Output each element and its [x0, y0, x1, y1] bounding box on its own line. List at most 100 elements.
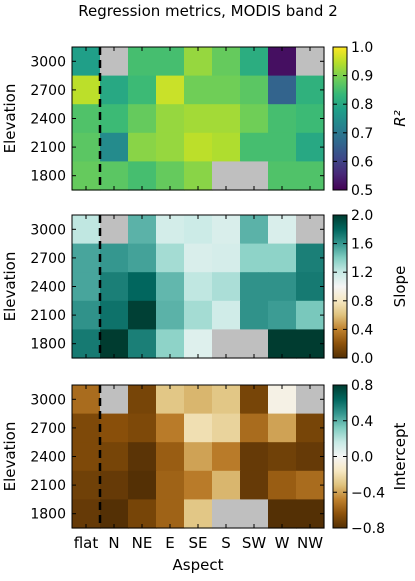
- colorbar-tick-label: 1.0: [351, 40, 373, 56]
- heatmap-cell-r2: [296, 132, 325, 162]
- colorbar-tick-label: 0.5: [351, 183, 373, 199]
- heatmap-cell-r2: [212, 132, 241, 162]
- heatmap-cell-intercept: [212, 413, 241, 443]
- heatmap-cell-intercept: [240, 470, 269, 500]
- heatmap-cell-intercept: [296, 385, 325, 415]
- heatmap-cell-r2: [268, 161, 297, 191]
- heatmap-cell-intercept: [156, 499, 185, 529]
- heatmap-cell-intercept: [268, 470, 297, 500]
- heatmap-cell-intercept: [184, 413, 213, 443]
- heatmap-panels: 3000 2700 2400 2100 1800 Elevation 0.5 0.6 0.7 0.…: [1, 40, 409, 552]
- heatmap-cell-r2: [296, 104, 325, 134]
- heatmap-cell-slope: [100, 329, 129, 359]
- heatmap-cell-slope: [72, 300, 101, 330]
- heatmap-cell-intercept: [156, 385, 185, 415]
- heatmap-cell-intercept: [240, 385, 269, 415]
- heatmap-cell-r2: [240, 75, 269, 105]
- heatmap-cell-slope: [240, 215, 269, 245]
- y-tick-label: 3000: [30, 54, 66, 70]
- heatmap-cell-r2: [268, 132, 297, 162]
- heatmap-cell-intercept: [296, 442, 325, 472]
- y-tick-label: 1800: [30, 169, 66, 185]
- colorbar-tick-label: 1.6: [351, 237, 373, 253]
- colorbar-tick-label: −0.4: [351, 485, 385, 501]
- heatmap-cell-slope: [128, 272, 157, 302]
- heatmap-cell-intercept: [240, 499, 269, 529]
- x-tick-label: NE: [132, 534, 153, 552]
- heatmap-cell-intercept: [128, 413, 157, 443]
- heatmap-cell-r2: [128, 104, 157, 134]
- y-tick-label: 2400: [30, 112, 66, 128]
- y-tick-label: 2700: [30, 251, 66, 267]
- heatmap-cell-intercept: [240, 413, 269, 443]
- heatmap-cell-r2: [156, 161, 185, 191]
- y-tick-label: 2100: [30, 140, 66, 156]
- y-tick-label: 2700: [30, 421, 66, 437]
- heatmap-cell-intercept: [128, 499, 157, 529]
- heatmap-cell-intercept: [296, 413, 325, 443]
- heatmap-cell-r2: [184, 161, 213, 191]
- heatmap-cell-slope: [212, 329, 241, 359]
- heatmap-cell-slope: [72, 243, 101, 273]
- heatmap-cell-slope: [268, 272, 297, 302]
- heatmap-cell-slope: [72, 272, 101, 302]
- heatmap-cell-r2: [128, 132, 157, 162]
- heatmap-cell-r2: [184, 132, 213, 162]
- heatmap-cell-slope: [72, 329, 101, 359]
- colorbar: [332, 214, 348, 359]
- heatmap-cell-slope: [212, 243, 241, 273]
- colorbar-tick-label: 0.8: [351, 378, 373, 394]
- heatmap-cell-slope: [128, 329, 157, 359]
- y-axis-label: Elevation: [1, 422, 19, 492]
- heatmap-cell-intercept: [128, 470, 157, 500]
- y-axis-label: Elevation: [1, 84, 19, 154]
- heatmap-cell-intercept: [296, 470, 325, 500]
- heatmap-cell-r2: [212, 104, 241, 134]
- heatmap-cell-intercept: [72, 499, 101, 529]
- heatmap-cell-slope: [184, 329, 213, 359]
- heatmap-cell-r2: [212, 161, 241, 191]
- heatmap-cell-intercept: [100, 385, 129, 415]
- figure-title: Regression metrics, MODIS band 2: [78, 2, 338, 20]
- heatmap-cell-slope: [240, 243, 269, 273]
- heatmap-cell-intercept: [184, 470, 213, 500]
- heatmap-cell-intercept: [212, 385, 241, 415]
- heatmap-cell-r2: [268, 47, 297, 77]
- colorbar-tick-label: 0.7: [351, 126, 373, 142]
- heatmap-cell-slope: [212, 300, 241, 330]
- heatmap-cell-r2: [100, 75, 129, 105]
- heatmap-cell-r2: [184, 104, 213, 134]
- heatmap-cell-r2: [268, 104, 297, 134]
- y-tick-label: 2100: [30, 478, 66, 494]
- heatmap-cell-slope: [156, 300, 185, 330]
- heatmap-cell-slope: [296, 272, 325, 302]
- heatmap-cell-slope: [268, 329, 297, 359]
- heatmap-cell-r2: [156, 47, 185, 77]
- colorbar-tick-label: 0.8: [351, 97, 373, 113]
- heatmap-cell-r2: [296, 161, 325, 191]
- colorbar-tick-label: 0.8: [351, 294, 373, 310]
- heatmap-cell-slope: [268, 243, 297, 273]
- heatmap-cell-slope: [296, 215, 325, 245]
- heatmap-cell-r2: [156, 75, 185, 105]
- heatmap-cell-slope: [156, 215, 185, 245]
- heatmap-cell-r2: [100, 104, 129, 134]
- heatmap-cell-intercept: [72, 413, 101, 443]
- colorbar: [332, 46, 348, 191]
- heatmap-cell-slope: [128, 243, 157, 273]
- heatmap-cell-intercept: [156, 413, 185, 443]
- heatmap-cell-r2: [296, 47, 325, 77]
- heatmap-cell-intercept: [100, 470, 129, 500]
- heatmap-cell-slope: [184, 272, 213, 302]
- heatmap-cell-slope: [240, 272, 269, 302]
- x-tick-label: S: [221, 534, 231, 552]
- heatmap-cell-r2: [212, 75, 241, 105]
- heatmap-cell-r2: [72, 75, 101, 105]
- x-tick-label: W: [275, 534, 290, 552]
- heatmap-cell-r2: [100, 132, 129, 162]
- heatmap-cell-intercept: [184, 385, 213, 415]
- heatmap-cell-slope: [128, 215, 157, 245]
- panel-r2: 3000 2700 2400 2100 1800 Elevation 0.5 0.6 0.7 0.…: [1, 40, 409, 199]
- y-tick-label: 1800: [30, 337, 66, 353]
